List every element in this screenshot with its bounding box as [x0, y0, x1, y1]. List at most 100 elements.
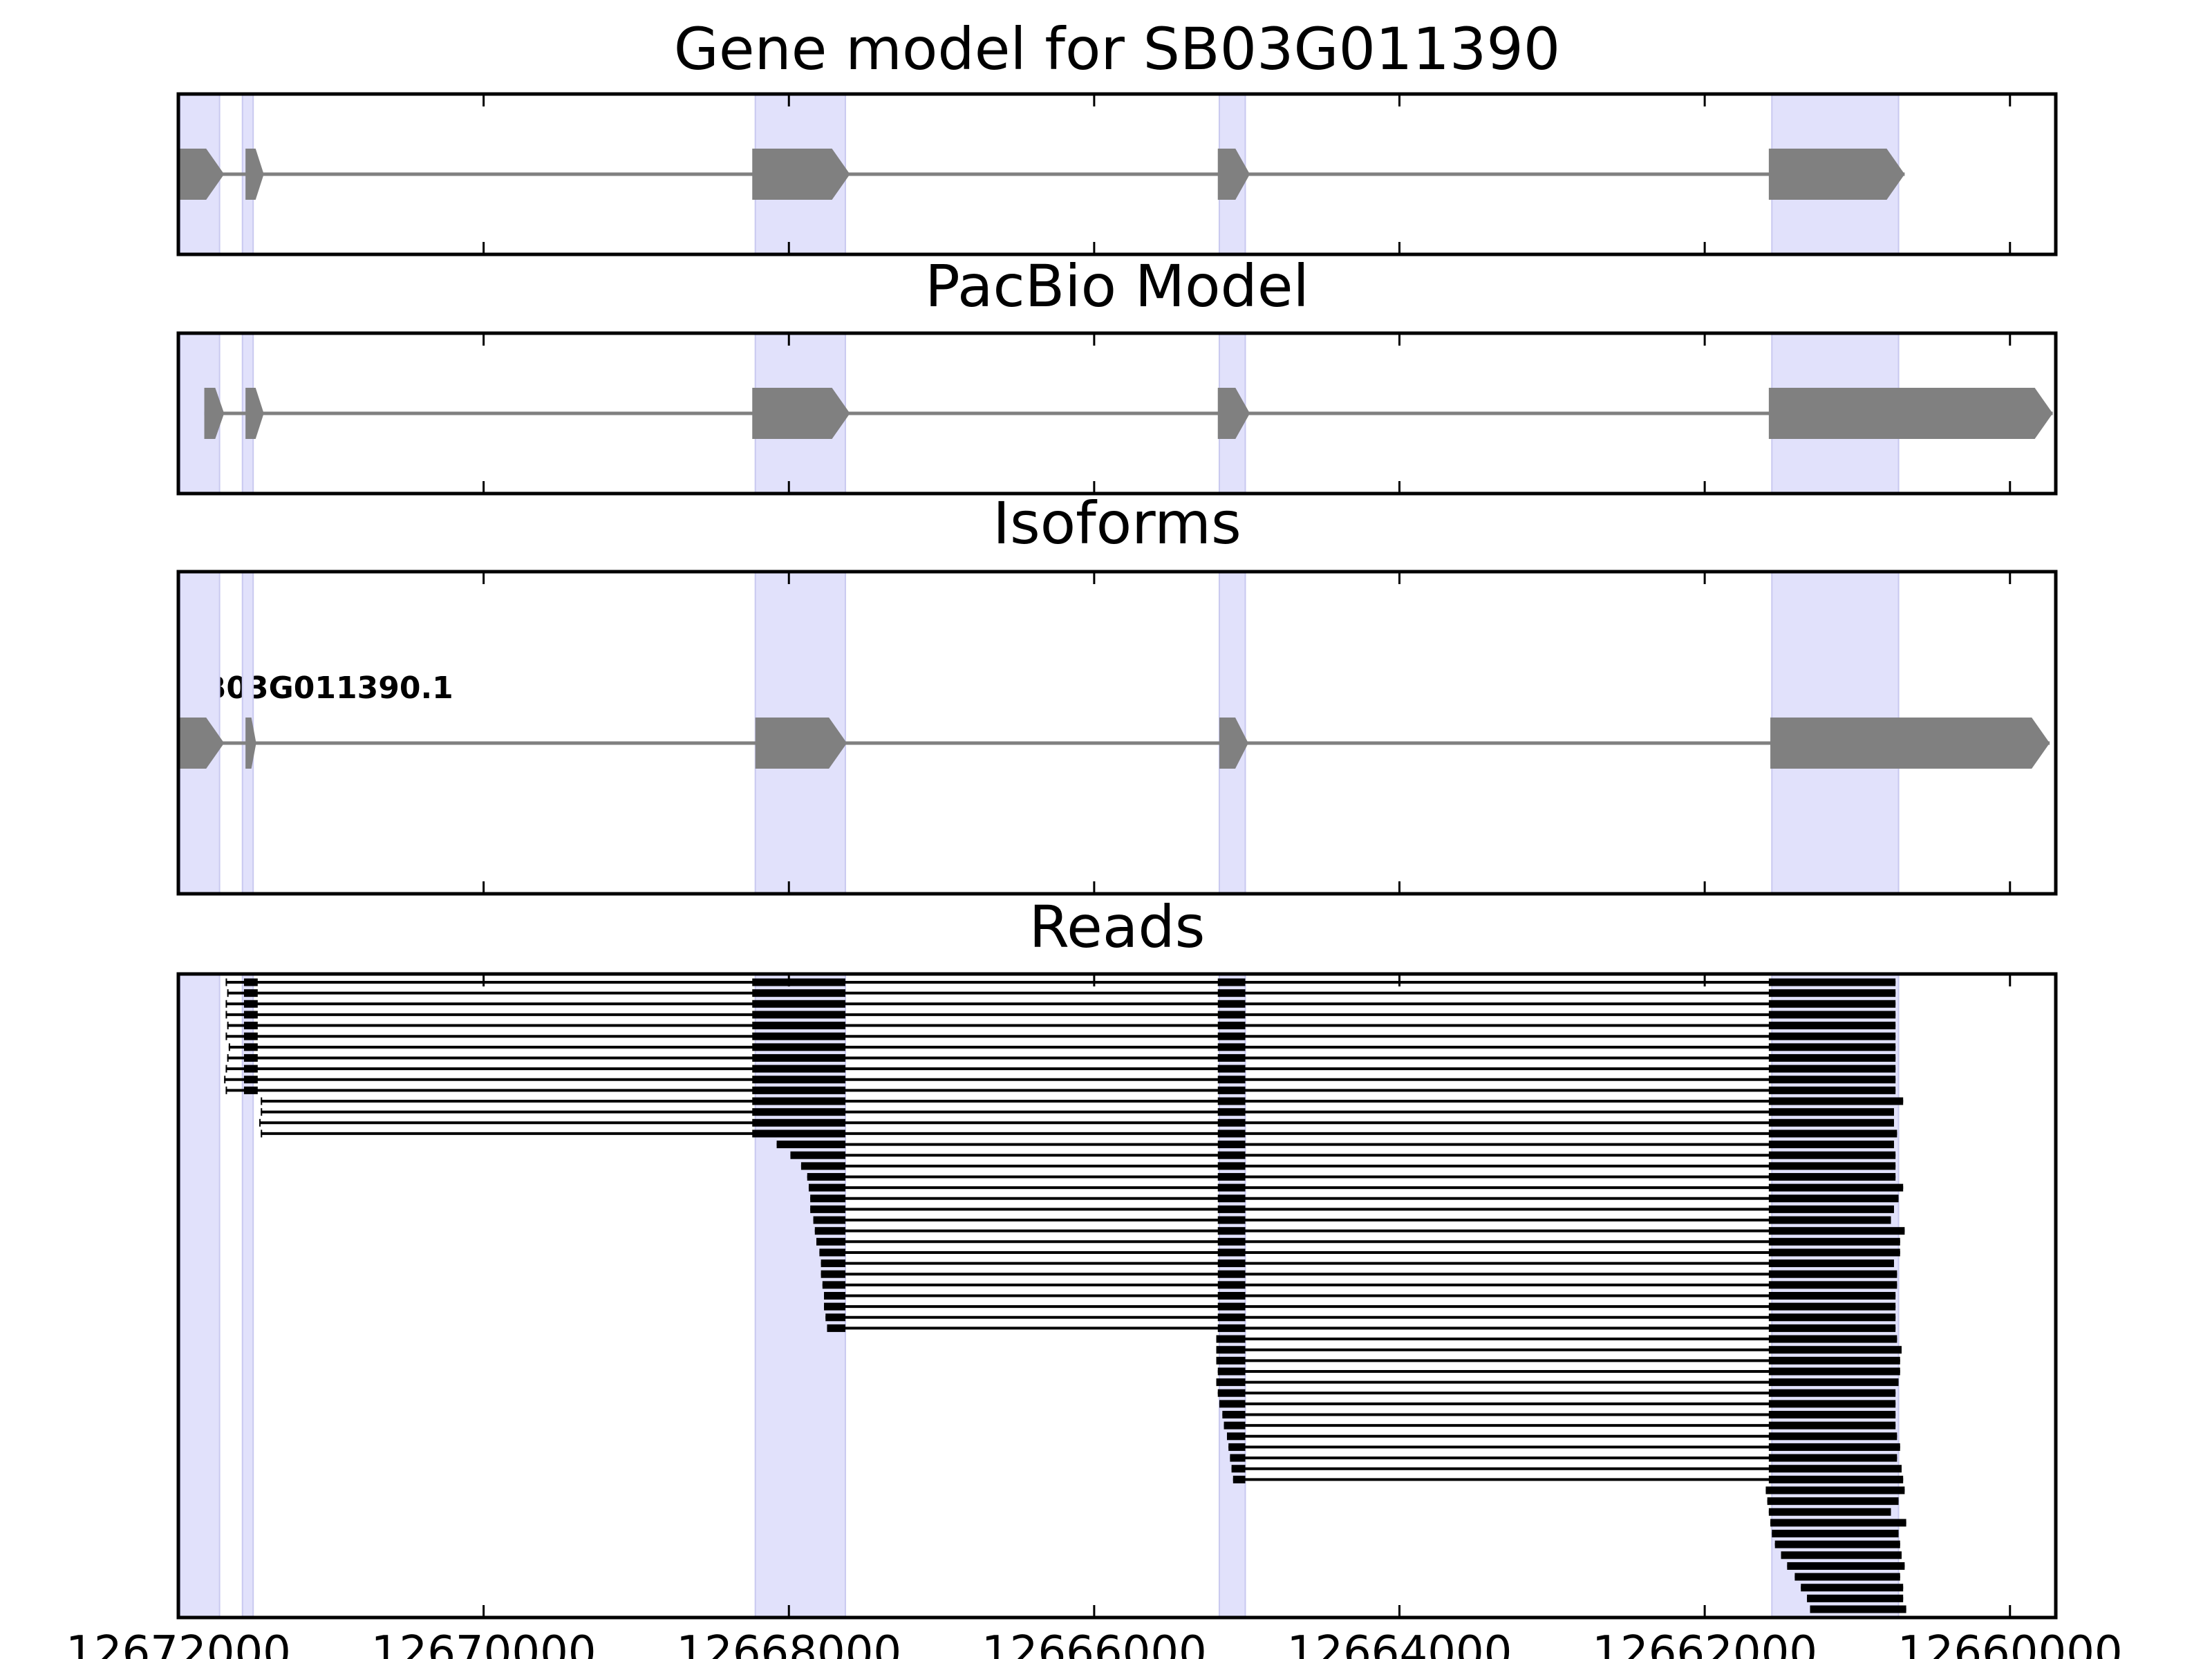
read-exon-block	[1217, 1022, 1246, 1030]
read-exon-block	[1217, 978, 1246, 986]
read-exon-block	[1768, 1227, 1905, 1235]
read-exon-block	[1217, 1097, 1246, 1105]
read	[1216, 1378, 1899, 1387]
read-exon-block	[1768, 1475, 1904, 1483]
exon-feature	[245, 149, 264, 200]
x-axis-tick-labels: 12672000 12670000 12668000 12666000 1266…	[66, 1627, 2123, 1659]
read-exon-block	[243, 1032, 258, 1040]
read	[1222, 1411, 1896, 1419]
reads-panel: Reads	[176, 893, 2058, 1620]
read	[1219, 1400, 1896, 1408]
read	[261, 1108, 1894, 1116]
read-exon-block	[1768, 1011, 1896, 1019]
read	[1216, 1356, 1900, 1365]
read	[1781, 1551, 1902, 1559]
read-exon-block	[224, 1076, 226, 1084]
exon-feature	[1768, 149, 1905, 200]
read-exon-block	[1768, 1248, 1900, 1257]
read-exon-block	[1768, 1292, 1896, 1300]
read	[1232, 1475, 1904, 1483]
read-exon-block	[1765, 1486, 1905, 1494]
read	[810, 1194, 1899, 1203]
read-exon-block	[243, 1022, 258, 1030]
read	[1224, 1421, 1896, 1430]
read	[1231, 1465, 1902, 1473]
reads-group	[224, 978, 1906, 1613]
read	[824, 1292, 1896, 1300]
read-exon-block	[259, 1118, 261, 1127]
read	[1774, 1540, 1900, 1548]
read-exon-block	[1768, 1108, 1894, 1116]
read-exon-block	[1768, 1183, 1904, 1192]
read-exon-block	[243, 1086, 258, 1094]
exon-feature	[245, 718, 256, 769]
read-exon-block	[1768, 1335, 1897, 1343]
read-exon-block	[1768, 1118, 1894, 1127]
read-exon-block	[227, 989, 229, 997]
read	[228, 1043, 1896, 1051]
read-exon-block	[821, 1270, 845, 1278]
read-exon-block	[1768, 1378, 1899, 1387]
read-exon-block	[1801, 1584, 1904, 1592]
read-exon-block	[1216, 1335, 1246, 1343]
read-exon-block	[1768, 1076, 1896, 1084]
read	[225, 1011, 1896, 1019]
read-exon-block	[1217, 1108, 1246, 1116]
read-exon-block	[825, 1313, 845, 1322]
read-exon-block	[1768, 1032, 1896, 1040]
read-exon-block	[1217, 989, 1246, 997]
read-exon-block	[1768, 1216, 1891, 1224]
read	[1772, 1530, 1899, 1538]
read	[821, 1259, 1894, 1268]
x-tick-label: 12662000	[1592, 1627, 1817, 1659]
read-exon-block	[1232, 1475, 1246, 1483]
read-exon-block	[1217, 1313, 1246, 1322]
exon-feature	[180, 718, 225, 769]
read	[1765, 1486, 1905, 1494]
exon-feature	[180, 149, 225, 200]
read-exon-block	[1217, 1118, 1246, 1127]
read	[1230, 1454, 1897, 1462]
read-exon-block	[1768, 1389, 1896, 1397]
read-exon-block	[1768, 1400, 1896, 1408]
read-exon-block	[1217, 1324, 1246, 1332]
read-exon-block	[1810, 1605, 1906, 1613]
read-exon-block	[790, 1151, 845, 1159]
read-exon-block	[1781, 1551, 1902, 1559]
read-exon-block	[752, 1118, 845, 1127]
read-exon-block	[243, 1011, 258, 1019]
x-tick-label: 12664000	[1287, 1627, 1512, 1659]
axes-frame	[176, 331, 2058, 496]
read-exon-block	[1217, 1216, 1246, 1224]
exon-feature	[1219, 718, 1248, 769]
read-exon-block	[1768, 1205, 1894, 1213]
read-exon-block	[1217, 1053, 1246, 1062]
read	[814, 1227, 1905, 1235]
read-exon-block	[1794, 1573, 1900, 1581]
read-exon-block	[1768, 1000, 1896, 1008]
read-exon-block	[1217, 1227, 1246, 1235]
read-exon-block	[243, 1043, 258, 1051]
read	[225, 1086, 1896, 1094]
read-exon-block	[225, 978, 227, 986]
read-exon-block	[1217, 1065, 1246, 1073]
read	[225, 978, 1896, 986]
read	[225, 1065, 1896, 1073]
read	[816, 1237, 1900, 1246]
read-exon-block	[824, 1292, 845, 1300]
read-exon-block	[822, 1281, 845, 1289]
exon-feature	[752, 388, 850, 439]
read-exon-block	[228, 1043, 230, 1051]
read-exon-block	[1216, 1346, 1246, 1354]
read-exon-block	[225, 1000, 227, 1008]
read	[790, 1151, 1896, 1159]
read-exon-block	[1768, 1421, 1896, 1430]
read-exon-block	[1217, 1162, 1246, 1170]
read-exon-block	[1768, 1465, 1902, 1473]
read-exon-block	[827, 1324, 845, 1332]
read-exon-block	[1217, 1043, 1246, 1051]
read-exon-block	[1217, 1205, 1246, 1213]
read-exon-block	[1217, 1292, 1246, 1300]
read-exon-block	[1216, 1378, 1246, 1387]
read-exon-block	[1231, 1465, 1246, 1473]
